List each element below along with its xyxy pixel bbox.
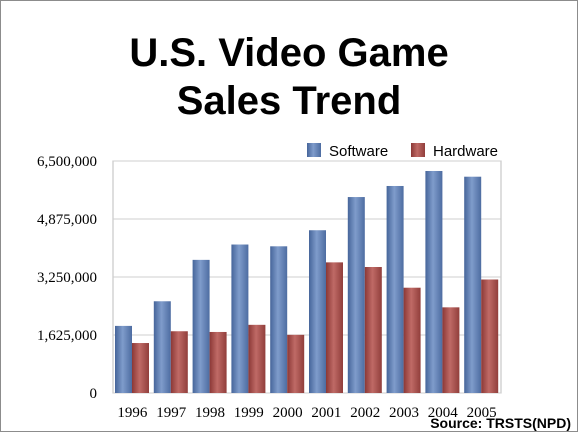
y-tick-label: 3,250,000 — [37, 270, 97, 286]
software-bar — [153, 301, 171, 393]
software-bar — [309, 230, 326, 393]
software-bar — [192, 259, 210, 393]
hardware-bar — [248, 324, 266, 393]
x-tick-label: 2000 — [273, 405, 303, 421]
legend-swatch-software — [307, 143, 321, 157]
x-tick-label: 1999 — [234, 405, 264, 421]
source-note: Source: TRSTS(NPD) — [430, 415, 571, 431]
legend: Software Hardware — [307, 143, 498, 160]
x-tick-label: 2005 — [467, 405, 497, 421]
x-tick-label: 1998 — [195, 405, 225, 421]
hardware-bar — [364, 267, 382, 393]
software-bar — [425, 170, 443, 393]
hardware-bar — [209, 331, 227, 393]
hardware-bar — [326, 262, 343, 393]
hardware-bar — [170, 331, 188, 393]
bars — [115, 170, 499, 393]
x-tick-label: 1997 — [156, 405, 187, 421]
software-bar — [231, 244, 249, 393]
y-tick-label: 6,500,000 — [37, 154, 97, 170]
x-tick-label: 2004 — [428, 405, 459, 421]
chart-title: U.S. Video Game Sales Trend — [1, 29, 577, 125]
hardware-bar — [287, 334, 305, 393]
y-tick-label: 0 — [90, 386, 98, 402]
x-tick-label: 2002 — [350, 405, 380, 421]
x-tick-label: 1996 — [117, 405, 148, 421]
y-tick-label: 4,875,000 — [37, 212, 97, 228]
software-bar — [270, 246, 288, 393]
software-bar — [386, 185, 404, 393]
y-tick-label: 1,625,000 — [37, 328, 97, 344]
x-tick-label: 2001 — [311, 405, 341, 421]
hardware-bar — [481, 279, 499, 393]
software-bar — [464, 176, 482, 393]
hardware-bar — [403, 287, 421, 393]
axes: 0 1,625,000 3,250,000 4,875,000 6,500,000 199… — [37, 154, 497, 421]
legend-label-hardware: Hardware — [433, 143, 498, 160]
title-line-2: Sales Trend — [176, 79, 402, 123]
hardware-bar — [132, 343, 149, 393]
legend-swatch-hardware — [411, 143, 425, 157]
software-bar — [347, 197, 365, 393]
x-tick-label: 2003 — [389, 405, 419, 421]
legend-label-software: Software — [329, 143, 388, 160]
hardware-bar — [442, 307, 460, 393]
title-line-1: U.S. Video Game — [129, 31, 449, 75]
software-bar — [115, 325, 132, 393]
